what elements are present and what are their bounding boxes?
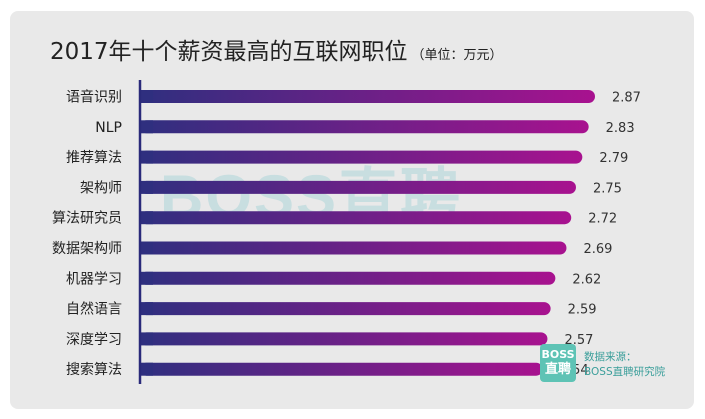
value-label: 2.72 [588, 212, 617, 227]
category-label: 算法研究员 [52, 211, 122, 227]
bar [140, 362, 543, 376]
category-label: 数据架构师 [52, 241, 122, 257]
source-label: 数据来源： [584, 351, 637, 363]
value-label: 2.79 [599, 151, 628, 166]
category-label: 推荐算法 [66, 150, 122, 166]
value-label: 2.59 [568, 303, 597, 318]
category-label: 搜索算法 [66, 361, 122, 378]
bar [140, 120, 589, 134]
bar [140, 150, 583, 164]
bar-base [140, 241, 153, 255]
bar [140, 90, 595, 103]
boss-logo-badge: BOSS 直聘 [540, 344, 576, 382]
bar-base [140, 332, 153, 346]
bar-base [140, 180, 153, 194]
bar-base [140, 150, 153, 164]
category-label: 自然语言 [66, 301, 122, 318]
bar [140, 241, 567, 255]
bar [140, 302, 551, 316]
bar [140, 211, 572, 225]
bar-base [140, 90, 153, 103]
category-label: 机器学习 [66, 271, 122, 287]
value-label: 2.75 [593, 181, 622, 196]
category-label: 架构师 [80, 180, 122, 196]
category-label: NLP [95, 120, 122, 136]
bar-base [140, 302, 153, 316]
category-label: 深度学习 [66, 332, 122, 348]
source-name: BOSS直聘研究院 [584, 366, 666, 378]
chart-title: 2017年十个薪资最高的互联网职位 （单位：万元） [50, 32, 503, 68]
value-label: 2.62 [572, 272, 601, 287]
chart-title-text: 2017年十个薪资最高的互联网职位 [50, 39, 408, 65]
bar-base [140, 362, 153, 376]
badge-line1: BOSS [541, 348, 575, 361]
bar [140, 271, 556, 285]
bars-group: 语音识别 2.87 NLP 2.83 推荐算法 2.79 架构师 2.75 算法研究员 2.72 数… [52, 89, 641, 379]
value-label: 2.83 [606, 121, 635, 136]
chart-unit: （单位：万元） [411, 48, 503, 63]
category-label: 语音识别 [66, 89, 122, 106]
bar [140, 180, 576, 194]
bar-base [140, 271, 153, 285]
badge-line2: 直聘 [544, 362, 571, 377]
bar [140, 332, 548, 346]
data-source: 数据来源： BOSS直聘研究院 [584, 350, 665, 380]
value-label: 2.69 [583, 242, 612, 257]
value-label: 2.87 [612, 91, 641, 106]
bar-base [140, 211, 153, 225]
bar-base [140, 120, 153, 134]
